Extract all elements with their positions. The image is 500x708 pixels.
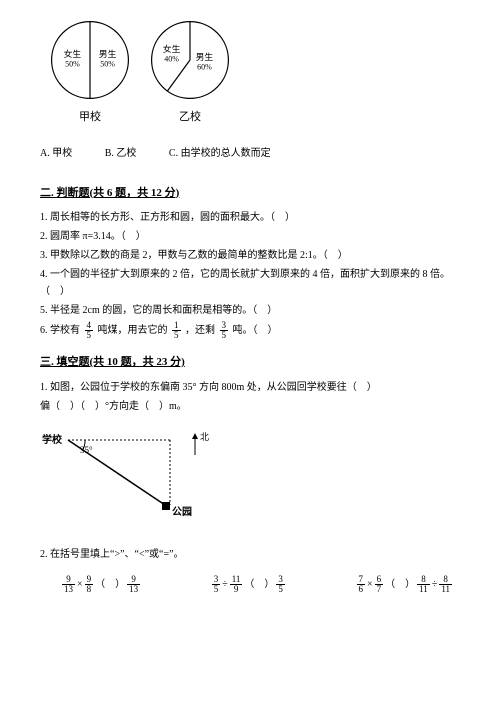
diagram-school: 学校 xyxy=(42,433,63,446)
pie-yi-right-label: 男生 xyxy=(196,51,214,62)
pie-yi-title: 乙校 xyxy=(150,109,230,126)
choice-a: A. 甲校 xyxy=(40,148,72,159)
s2-q6: 6. 学校有 45 吨煤，用去它的 15 ，还剩 35 吨。（ ） xyxy=(40,321,460,340)
compare-row: 913×98（ ）913 35÷119（ ）35 76×67（ ）811÷811 xyxy=(40,575,460,594)
s2-q4: 4. 一个圆的半径扩大到原来的 2 倍，它的周长就扩大到原来的 4 倍，面积扩大… xyxy=(40,266,460,300)
s2-q5: 5. 半径是 2cm 的圆，它的周长和面积是相等的。（ ） xyxy=(40,302,460,319)
pie-jia-right-label: 男生 xyxy=(99,48,117,59)
choice-b: B. 乙校 xyxy=(105,148,137,159)
diagram-north: 北 xyxy=(200,432,209,442)
section2-title: 二. 判断题(共 6 题，共 12 分) xyxy=(40,185,460,202)
pie-jia-title: 甲校 xyxy=(50,109,130,126)
pie-jia-right-pct: 50% xyxy=(100,59,115,68)
s2-q6-end: 吨。（ ） xyxy=(233,325,278,336)
frac-4-5: 45 xyxy=(85,321,94,340)
s3-q1: 1. 如图，公园位于学校的东偏南 35° 方向 800m 处，从公园回学校要往（… xyxy=(40,379,460,396)
pie-yi-svg: 女生 40% 男生 60% xyxy=(150,20,230,100)
s2-q6-mid: 吨煤，用去它的 xyxy=(98,325,168,336)
pie-yi: 女生 40% 男生 60% 乙校 xyxy=(150,20,230,126)
choice-c: C. 由学校的总人数而定 xyxy=(169,148,271,159)
pie-jia-svg: 女生 50% 男生 50% xyxy=(50,20,130,100)
s3-q2: 2. 在括号里填上“>”、“<”或“=”。 xyxy=(40,546,460,563)
s2-q6-pre: 6. 学校有 xyxy=(40,325,80,336)
choice-row: A. 甲校 B. 乙校 C. 由学校的总人数而定 xyxy=(40,146,460,161)
pie-yi-right-pct: 60% xyxy=(197,63,212,72)
frac-1-5: 15 xyxy=(172,321,181,340)
cmp-2: 35÷119（ ）35 xyxy=(210,575,287,594)
diagram-angle: 35° xyxy=(80,445,93,455)
section3-title: 三. 填空题(共 10 题，共 23 分) xyxy=(40,354,460,371)
pie-yi-left-pct: 40% xyxy=(164,55,179,64)
pie-yi-left-label: 女生 xyxy=(163,43,181,54)
pie-charts-row: 女生 50% 男生 50% 甲校 女生 40% 男生 60% 乙校 xyxy=(50,20,460,126)
diagram-svg: 学校 35° 公园 北 xyxy=(40,425,210,525)
s2-q6-mid2: ，还剩 xyxy=(185,325,215,336)
s2-q3: 3. 甲数除以乙数的商是 2，甲数与乙数的最简单的整数比是 2:1。（ ） xyxy=(40,247,460,264)
diagram-park: 公园 xyxy=(172,506,192,518)
cmp-1: 913×98（ ）913 xyxy=(60,575,142,594)
frac-3-5: 35 xyxy=(220,321,229,340)
s2-q2: 2. 圆周率 π=3.14。（ ） xyxy=(40,228,460,245)
s2-q1: 1. 周长相等的长方形、正方形和圆，圆的面积最大。（ ） xyxy=(40,209,460,226)
pie-jia: 女生 50% 男生 50% 甲校 xyxy=(50,20,130,126)
pie-jia-left-label: 女生 xyxy=(64,48,82,59)
direction-diagram: 学校 35° 公园 北 xyxy=(40,425,460,530)
s3-q1b: 偏（ ）（ ）°方向走（ ）m。 xyxy=(40,398,460,415)
cmp-3: 76×67（ ）811÷811 xyxy=(355,575,454,594)
pie-jia-left-pct: 50% xyxy=(65,59,80,68)
